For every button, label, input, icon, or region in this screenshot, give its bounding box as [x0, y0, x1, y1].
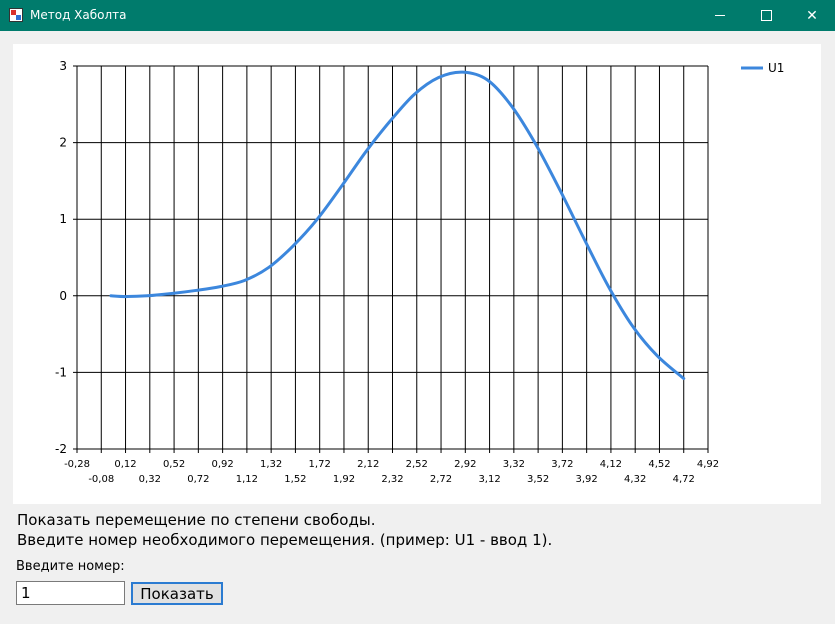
close-icon: ✕ [806, 7, 818, 24]
series-line-u1 [109, 70, 686, 381]
x-tick-label: 4,32 [624, 474, 646, 485]
show-button[interactable]: Показать [131, 582, 223, 605]
x-tick-label: 0,32 [139, 474, 161, 485]
x-tick-label: 3,92 [576, 474, 598, 485]
x-tick-label: 2,72 [430, 474, 452, 485]
x-tick-label: 0,52 [163, 459, 185, 470]
x-tick-label: 1,72 [309, 459, 331, 470]
x-tick-label: 1,92 [333, 474, 355, 485]
x-tick-label: 4,12 [600, 459, 622, 470]
legend-label: U1 [768, 61, 784, 75]
x-tick-label: 0,92 [211, 459, 233, 470]
y-tick-label: 0 [59, 289, 67, 303]
x-tick-label: 1,12 [236, 474, 258, 485]
minimize-button[interactable] [697, 0, 743, 31]
number-input-label: Введите номер: [16, 559, 125, 574]
displacement-chart: 3 2 1 0 -1 -2 -0,28 0,12 0,52 0,92 1,32 1,72 2,12 2,5… [55, 59, 784, 485]
x-tick-label: 1,52 [284, 474, 306, 485]
number-input[interactable] [16, 581, 125, 605]
y-tick-label: -1 [55, 365, 67, 379]
x-tick-label: -0,08 [88, 474, 114, 485]
info-line-1: Показать перемещение по степени свободы. [17, 511, 376, 529]
x-tick-label: 3,72 [551, 459, 573, 470]
x-tick-label: 0,12 [114, 459, 136, 470]
y-tick-label: 2 [59, 136, 67, 150]
x-tick-label: 4,72 [673, 474, 695, 485]
y-tick-label: 3 [59, 59, 67, 73]
x-tick-label: 1,32 [260, 459, 282, 470]
y-tick-label: -2 [55, 442, 67, 456]
x-tick-label: 0,72 [187, 474, 209, 485]
x-tick-label: 3,52 [527, 474, 549, 485]
chart-panel: 3 2 1 0 -1 -2 -0,28 0,12 0,52 0,92 1,32 1,72 2,12 2,5… [13, 44, 821, 504]
y-tick-label: 1 [59, 212, 67, 226]
x-tick-label: 2,92 [454, 459, 476, 470]
x-tick-label: 4,92 [697, 459, 719, 470]
title-bar[interactable]: Метод Хаболта ✕ [0, 0, 835, 31]
x-tick-label: 2,12 [357, 459, 379, 470]
x-tick-label: 3,12 [478, 474, 500, 485]
info-text: Показать перемещение по степени свободы.… [17, 510, 552, 550]
info-line-2: Введите номер необходимого перемещения. … [17, 531, 553, 549]
x-tick-label: 3,32 [503, 459, 525, 470]
x-tick-label: 4,52 [648, 459, 670, 470]
x-tick-label: 2,52 [406, 459, 428, 470]
minimize-icon [715, 15, 725, 16]
x-tick-label: -0,28 [64, 459, 90, 470]
maximize-button[interactable] [743, 0, 789, 31]
app-icon[interactable] [9, 8, 23, 22]
maximize-icon [760, 10, 772, 21]
close-button[interactable]: ✕ [789, 0, 835, 31]
window-title: Метод Хаболта [30, 8, 127, 22]
x-tick-label: 2,32 [381, 474, 403, 485]
